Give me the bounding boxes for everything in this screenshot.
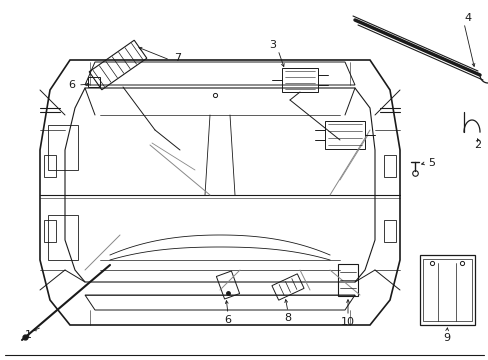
Text: 6: 6: [224, 315, 231, 325]
Bar: [271, 274, 304, 300]
Bar: [48, 125, 78, 170]
Text: 2: 2: [473, 140, 481, 150]
Bar: [89, 40, 146, 90]
Bar: [44, 220, 56, 242]
Text: 4: 4: [464, 13, 470, 23]
Bar: [337, 264, 357, 296]
Text: 7: 7: [174, 53, 181, 63]
Bar: [422, 259, 471, 321]
Text: 9: 9: [443, 333, 449, 343]
Text: 8: 8: [284, 313, 291, 323]
Bar: [383, 220, 395, 242]
Bar: [216, 271, 239, 299]
Text: 5: 5: [427, 158, 435, 168]
Text: 10: 10: [340, 317, 354, 327]
Bar: [48, 215, 78, 260]
Text: 6: 6: [68, 80, 75, 90]
Bar: [282, 68, 317, 92]
Bar: [44, 155, 56, 177]
Bar: [325, 121, 364, 149]
Bar: [419, 255, 474, 325]
Text: 1: 1: [24, 330, 31, 340]
Text: 3: 3: [269, 40, 276, 50]
Bar: [88, 77, 100, 87]
Bar: [383, 155, 395, 177]
